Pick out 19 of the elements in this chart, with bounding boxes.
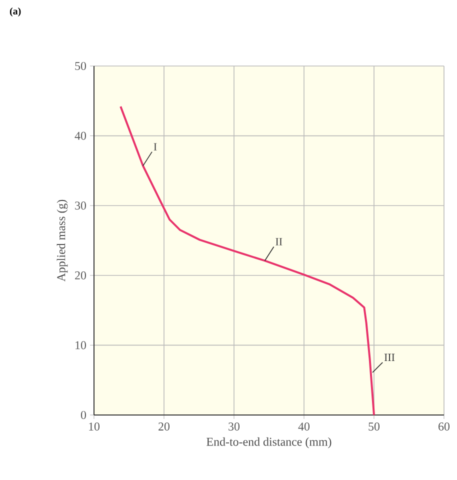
annotation: I: [154, 143, 157, 150]
x-tick-label: 40: [298, 422, 310, 431]
x-tick-label: 50: [368, 422, 380, 431]
annotation: II: [276, 238, 282, 246]
y-tick-label: 50: [75, 62, 86, 70]
x-tick-label: 10: [89, 422, 100, 431]
annotation: III: [384, 354, 395, 361]
y-tick-label: 20: [75, 271, 86, 280]
y-tick-label: 0: [80, 410, 86, 420]
y-tick-label: 30: [75, 202, 86, 210]
x-axis-title: End-to-end distance (mm): [206, 437, 332, 448]
y-axis-title: Applied mass (g): [56, 200, 68, 282]
x-tick-label: 60: [438, 422, 450, 431]
line-series: [120, 105, 375, 416]
x-tick-label: 20: [158, 422, 170, 431]
y-tick-label: 10: [76, 341, 86, 350]
chart-title: (a): [10, 8, 21, 17]
y-tick-label: 40: [74, 132, 86, 140]
x-tick-label: 30: [228, 422, 240, 431]
